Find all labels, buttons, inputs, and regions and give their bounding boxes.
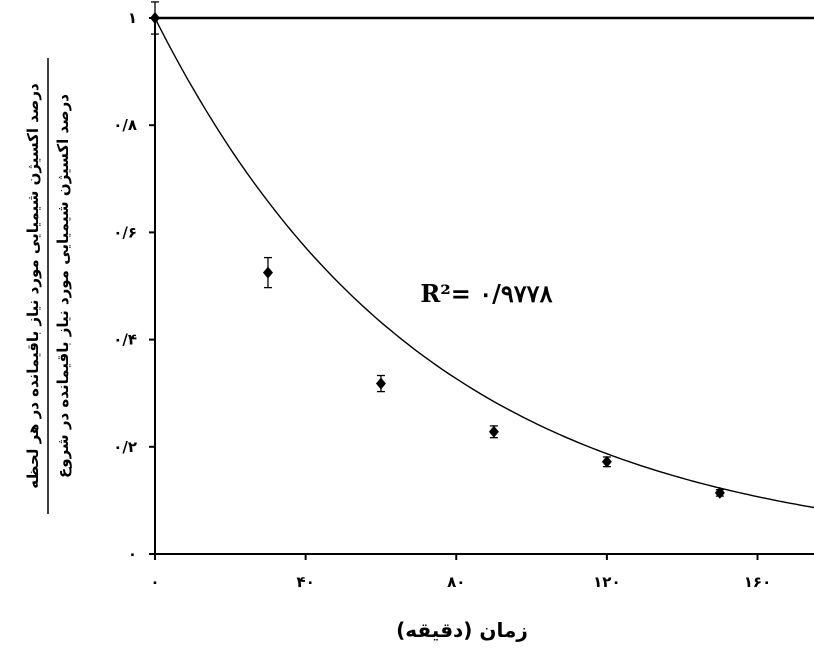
- y-axis-title-denominator: درصد اکسیژن شیمیایی مورد نیاز باقیمانده …: [54, 94, 72, 478]
- data-point: [488, 425, 499, 438]
- tick-labels-layer: ۰ ۴۰ ۸۰ ۱۲۰ ۱۶۰ ۰ ۰/۲ ۰/۴ ۰/۶ ۰/۸ ۱: [113, 9, 771, 591]
- y-tick-label: ۰/۴: [113, 331, 137, 349]
- fit-curve-layer: [154, 17, 814, 509]
- y-tick-label: ۰/۲: [113, 438, 137, 456]
- data-point: [714, 486, 725, 499]
- y-axis-title-numerator: درصد اکسیژن شیمیایی مورد نیاز باقیمانده …: [24, 83, 42, 489]
- data-point: [375, 377, 386, 390]
- x-tick-label: ۰: [150, 573, 159, 591]
- axes: [149, 16, 814, 560]
- data-point: [262, 266, 273, 279]
- y-tick-label: ۰/۸: [113, 116, 137, 134]
- annotation-r-squared: R²= ۰/۹۷۷۸: [420, 279, 552, 308]
- y-tick-label: ۰/۶: [113, 223, 137, 241]
- y-tick-label: ۱: [128, 9, 137, 27]
- data-point: [150, 12, 160, 24]
- data-point: [601, 455, 612, 468]
- data-points-layer: [150, 1, 725, 499]
- y-tick-label: ۰: [128, 545, 137, 563]
- x-tick-label: ۴۰: [296, 573, 314, 591]
- fit-curve: [154, 17, 814, 509]
- x-axis-title: زمان (دقیقه): [396, 618, 528, 642]
- x-tick-label: ۱۲۰: [593, 573, 620, 591]
- x-tick-label: ۸۰: [447, 573, 465, 591]
- y-axis-title: درصد اکسیژن شیمیایی مورد نیاز باقیمانده …: [24, 58, 72, 514]
- x-tick-label: ۱۶۰: [744, 573, 771, 591]
